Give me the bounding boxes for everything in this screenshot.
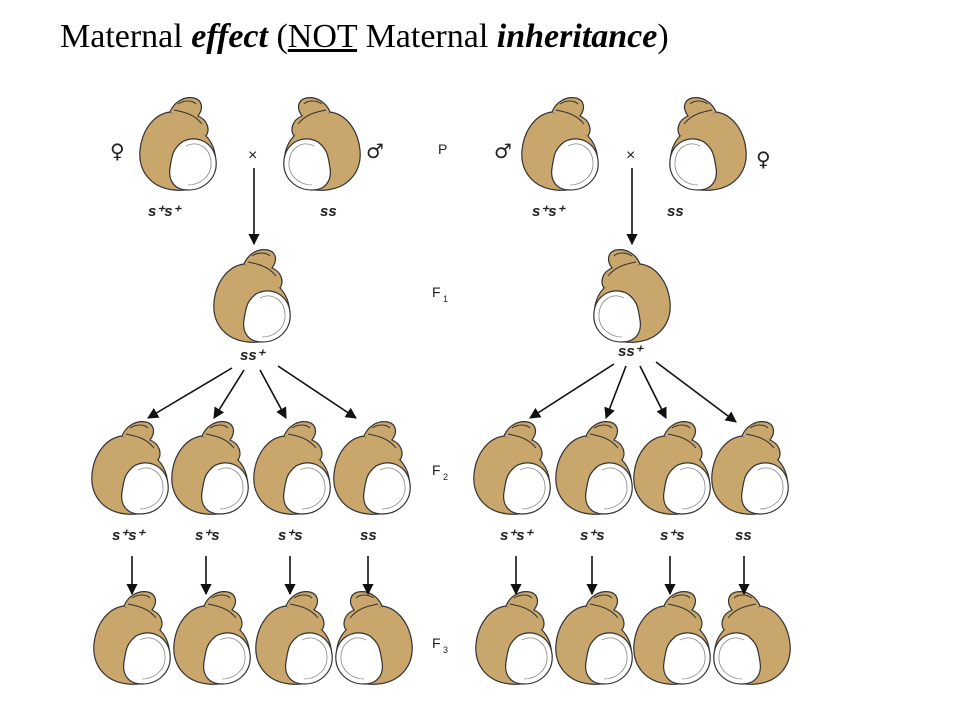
title-text-1: Maternal — [60, 18, 192, 55]
generation-label-p: P — [438, 141, 447, 157]
snail-left-p-male — [283, 97, 361, 191]
right-f1-genotype: ss⁺ — [618, 343, 645, 360]
snail-right-f1 — [593, 249, 671, 343]
arrow-right-f1-to-f2-1 — [529, 363, 615, 419]
snail-right-p-female — [669, 97, 747, 191]
left-p-female-genotype: s⁺s⁺ — [148, 203, 183, 220]
svg-text:3: 3 — [443, 645, 448, 655]
snail-left-f1 — [213, 249, 291, 343]
right-p-female-genotype: ss — [667, 203, 684, 220]
snail-left-p-female — [139, 97, 217, 191]
title-text-2: ( — [267, 18, 288, 55]
title-not: NOT — [287, 18, 358, 55]
snail-left-f2-3 — [253, 421, 331, 515]
snail-right-f2-4 — [711, 421, 789, 515]
right-f2-genotype-1: s⁺s⁺ — [500, 527, 535, 544]
left-f2-genotype-2: s⁺s — [195, 527, 220, 544]
svg-text:F: F — [432, 284, 441, 300]
male-symbol-right: ♂ — [494, 139, 512, 163]
right-f2-genotype-3: s⁺s — [660, 527, 685, 544]
left-f1-genotype: ss⁺ — [240, 347, 267, 364]
title-emphasis-inheritance: inheritance — [496, 18, 658, 55]
generation-label-f2: F 2 — [432, 462, 448, 482]
snail-left-f3-2 — [173, 591, 251, 685]
title-text-3: Maternal — [357, 18, 497, 55]
female-symbol-left: ♀ — [110, 139, 125, 163]
snail-left-f3-3 — [255, 591, 333, 685]
snail-right-f2-1 — [473, 421, 551, 515]
generation-label-f1: F 1 — [432, 284, 448, 304]
right-f2-genotype-4: ss — [735, 527, 752, 544]
svg-text:F: F — [432, 462, 441, 478]
svg-text:F: F — [432, 635, 441, 651]
right-p-male-genotype: s⁺s⁺ — [532, 203, 567, 220]
left-f2-genotype-3: s⁺s — [278, 527, 303, 544]
right-f2-genotype-2: s⁺s — [580, 527, 605, 544]
arrow-left-f1-to-f2-2 — [213, 369, 245, 419]
snail-right-f3-2 — [555, 591, 633, 685]
snail-right-f3-3 — [633, 591, 711, 685]
generation-label-f3: F 3 — [432, 635, 448, 655]
snail-left-f3-1 — [93, 591, 171, 685]
snail-left-f3-4 — [335, 591, 413, 685]
left-f2-genotype-1: s⁺s⁺ — [112, 527, 147, 544]
female-symbol-right: ♀ — [756, 147, 771, 171]
arrow-left-f1-to-f2-1 — [147, 367, 233, 419]
snail-left-f2-1 — [91, 421, 169, 515]
snail-right-f3-1 — [475, 591, 553, 685]
snail-right-f2-3 — [633, 421, 711, 515]
arrow-right-f1-to-f2-3 — [639, 365, 667, 420]
arrow-left-f1-to-f2-4 — [277, 365, 357, 419]
arrow-right-f1-to-f2-4 — [655, 361, 737, 423]
snail-right-f3-4 — [713, 591, 791, 685]
svg-text:2: 2 — [443, 472, 448, 482]
left-p-male-genotype: ss — [320, 203, 337, 220]
title-emphasis-effect: effect — [191, 18, 268, 55]
title-text-4: ) — [657, 18, 669, 55]
male-symbol-left: ♂ — [366, 139, 384, 163]
page-title: Maternal effect (NOT Maternal inheritanc… — [60, 18, 669, 56]
arrow-right-f1-to-f2-2 — [604, 365, 627, 420]
snail-left-f2-4 — [333, 421, 411, 515]
arrow-left-f1-to-f2-3 — [259, 369, 287, 419]
snail-right-p-male — [521, 97, 599, 191]
cross-symbol-right: × — [626, 147, 635, 164]
left-f2-genotype-4: ss — [360, 527, 377, 544]
snail-right-f2-2 — [555, 421, 633, 515]
svg-text:1: 1 — [443, 294, 448, 304]
cross-symbol-left: × — [248, 147, 257, 164]
snail-left-f2-2 — [171, 421, 249, 515]
